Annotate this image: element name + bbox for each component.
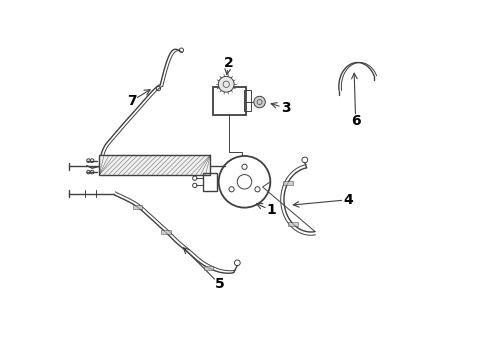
FancyBboxPatch shape [99, 155, 210, 175]
Circle shape [218, 76, 234, 92]
Text: 7: 7 [126, 94, 136, 108]
Text: 4: 4 [343, 193, 353, 207]
Circle shape [253, 96, 265, 108]
Text: 2: 2 [223, 57, 233, 71]
Text: 3: 3 [280, 101, 290, 115]
FancyBboxPatch shape [133, 205, 142, 210]
FancyBboxPatch shape [287, 222, 298, 226]
Text: 1: 1 [266, 203, 276, 217]
Text: 6: 6 [350, 114, 360, 128]
FancyBboxPatch shape [203, 266, 212, 270]
FancyBboxPatch shape [161, 230, 170, 234]
Text: 5: 5 [214, 277, 224, 291]
FancyBboxPatch shape [282, 181, 292, 185]
